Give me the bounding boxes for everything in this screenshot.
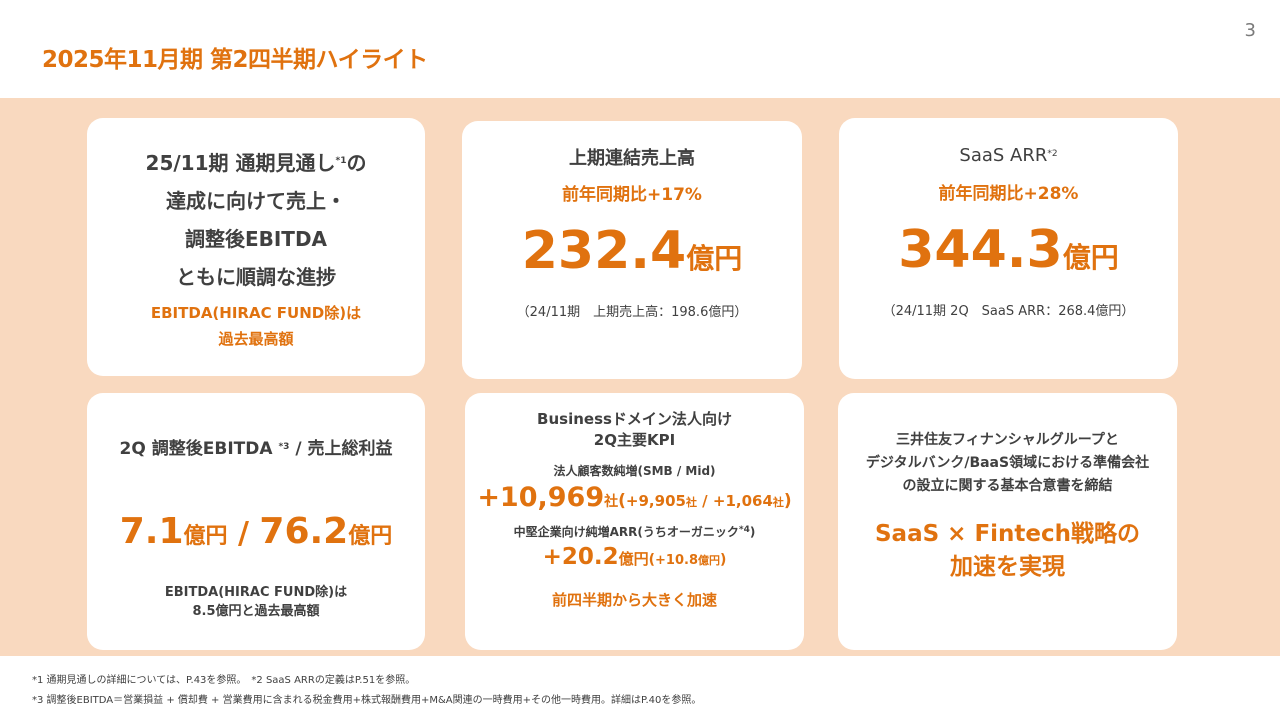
kpi2-value: +20.2億円(+10.8億円) — [542, 544, 727, 570]
revenue-note: （24/11期 上期売上高：198.6億円） — [516, 305, 748, 320]
fintech-line-3: の設立に関する基本合意書を締結 — [902, 478, 1113, 494]
arr-heading: SaaS ARR*2 — [959, 145, 1058, 166]
kpi-footer: 前四半期から大きく加速 — [551, 591, 717, 609]
footnote-2: *3 調整後EBITDA＝営業損益 + 償却費 + 営業費用に含まれる税金費用+… — [32, 695, 702, 706]
outlook-line-2: 達成に向けて売上・ — [166, 189, 346, 213]
outlook-line-6: 過去最高額 — [218, 330, 294, 348]
footnote-1: *1 通期見通しの詳細については、P.43を参照。 *2 SaaS ARRの定義… — [32, 675, 416, 686]
card-business-kpi: Businessドメイン法人向け 2Q主要KPI 法人顧客数純増(SMB / M… — [465, 393, 804, 650]
kpi-heading-2: 2Q主要KPI — [593, 431, 676, 449]
page-title: 2025年11月期 第2四半期ハイライト — [42, 47, 428, 73]
fintech-highlight-2: 加速を実現 — [950, 554, 1065, 580]
fintech-line-2: デジタルバンク/BaaS領域における準備会社 — [865, 455, 1150, 471]
fintech-line-1: 三井住友フィナンシャルグループと — [896, 432, 1119, 448]
kpi2-label: 中堅企業向け純増ARR(うちオーガニック*4) — [513, 525, 756, 539]
revenue-growth: 前年同期比+17% — [562, 185, 702, 205]
arr-growth: 前年同期比+28% — [938, 184, 1079, 204]
card-ebitda-gross-profit: 2Q 調整後EBITDA *3 / 売上総利益 7.1億円 / 76.2億円 E… — [87, 393, 425, 650]
card-first-half-revenue: 上期連結売上高 前年同期比+17% 232.4億円 （24/11期 上期売上高：… — [462, 121, 802, 379]
ebitda-note-2: 8.5億円と過去最高額 — [192, 604, 320, 619]
page-number: 3 — [1244, 20, 1256, 41]
card-fintech-strategy: 三井住友フィナンシャルグループと デジタルバンク/BaaS領域における準備会社 … — [838, 393, 1177, 650]
kpi-heading-1: Businessドメイン法人向け — [537, 410, 732, 428]
outlook-line-3: 調整後EBITDA — [184, 227, 328, 251]
revenue-value: 232.4億円 — [521, 221, 743, 281]
kpi1-label: 法人顧客数純増(SMB / Mid) — [553, 464, 716, 478]
ebitda-values: 7.1億円 / 76.2億円 — [119, 511, 393, 552]
arr-note: （24/11期 2Q SaaS ARR：268.4億円） — [882, 304, 1135, 319]
ebitda-heading: 2Q 調整後EBITDA *3 / 売上総利益 — [119, 439, 393, 459]
ebitda-note-1: EBITDA(HIRAC FUND除)は — [164, 585, 348, 600]
outlook-line-1: 25/11期 通期見通し*1の — [145, 151, 367, 175]
outlook-line-5: EBITDA(HIRAC FUND除)は — [150, 304, 362, 322]
arr-value: 344.3億円 — [898, 220, 1119, 280]
fintech-highlight-1: SaaS × Fintech戦略の — [874, 521, 1141, 547]
outlook-line-4: ともに順調な進捗 — [176, 265, 336, 289]
card-full-year-outlook: 25/11期 通期見通し*1の 達成に向けて売上・ 調整後EBITDA ともに順… — [87, 118, 425, 376]
revenue-heading: 上期連結売上高 — [569, 148, 695, 169]
card-saas-arr: SaaS ARR*2 前年同期比+28% 344.3億円 （24/11期 2Q … — [839, 118, 1178, 379]
kpi1-value: +10,969社(+9,905社 / +1,064社) — [477, 482, 792, 513]
